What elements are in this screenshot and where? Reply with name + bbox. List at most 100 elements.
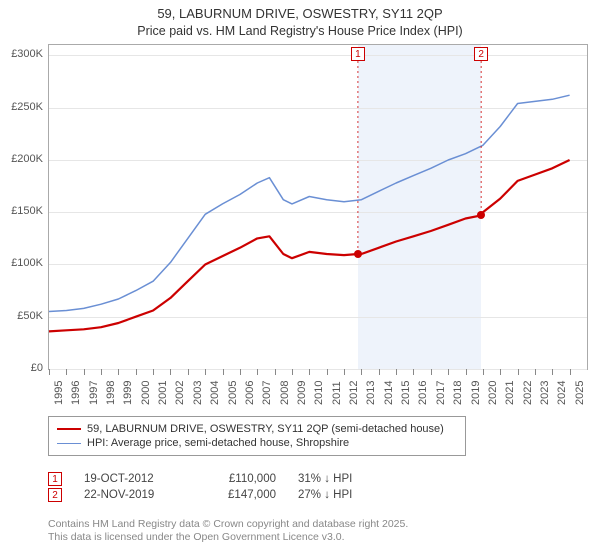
sale-marker-flag: 2 (474, 47, 488, 61)
sale-marker-flag: 1 (351, 47, 365, 61)
x-axis-label: 2007 (261, 381, 273, 405)
x-tick (413, 369, 414, 375)
y-axis-label: £250K (11, 101, 43, 113)
x-axis-label: 2016 (417, 381, 429, 405)
sale-date: 22-NOV-2019 (84, 489, 174, 501)
x-tick (379, 369, 380, 375)
x-axis-label: 2012 (348, 381, 360, 405)
x-tick (448, 369, 449, 375)
chart-container: 59, LABURNUM DRIVE, OSWESTRY, SY11 2QP P… (0, 0, 600, 560)
x-tick (205, 369, 206, 375)
x-axis-label: 2000 (140, 381, 152, 405)
x-axis-label: 1995 (53, 381, 65, 405)
y-axis-label: £200K (11, 153, 43, 165)
x-tick (153, 369, 154, 375)
x-tick (483, 369, 484, 375)
y-axis-label: £0 (31, 362, 43, 374)
x-axis-label: 2025 (574, 381, 586, 405)
x-tick (500, 369, 501, 375)
x-axis-label: 1999 (122, 381, 134, 405)
y-axis-label: £50K (17, 310, 43, 322)
series-price_paid (49, 160, 570, 331)
x-axis-label: 2004 (209, 381, 221, 405)
x-axis-label: 2020 (487, 381, 499, 405)
legend-label: 59, LABURNUM DRIVE, OSWESTRY, SY11 2QP (… (87, 423, 444, 435)
x-tick (431, 369, 432, 375)
title-line-1: 59, LABURNUM DRIVE, OSWESTRY, SY11 2QP (0, 6, 600, 23)
x-tick (570, 369, 571, 375)
x-tick (309, 369, 310, 375)
sale-marker-dot (354, 250, 362, 258)
x-tick (136, 369, 137, 375)
x-axis-label: 2005 (227, 381, 239, 405)
sale-date: 19-OCT-2012 (84, 473, 174, 485)
chart-lines (49, 45, 587, 369)
x-axis-label: 1998 (105, 381, 117, 405)
x-tick (257, 369, 258, 375)
x-axis-label: 2017 (435, 381, 447, 405)
sale-marker-box: 2 (48, 488, 62, 502)
x-tick (344, 369, 345, 375)
footer-note: Contains HM Land Registry data © Crown c… (48, 518, 588, 544)
footer-line-1: Contains HM Land Registry data © Crown c… (48, 518, 408, 530)
sale-table: 1 19-OCT-2012 £110,000 31% ↓ HPI 2 22-NO… (48, 470, 388, 504)
x-axis-label: 2021 (504, 381, 516, 405)
x-tick (552, 369, 553, 375)
x-axis-label: 2024 (556, 381, 568, 405)
x-tick (66, 369, 67, 375)
sale-price: £147,000 (196, 489, 276, 501)
chart-title: 59, LABURNUM DRIVE, OSWESTRY, SY11 2QP P… (0, 0, 600, 39)
x-tick (240, 369, 241, 375)
sale-delta: 31% ↓ HPI (298, 473, 388, 485)
x-axis-label: 2010 (313, 381, 325, 405)
x-tick (223, 369, 224, 375)
legend: 59, LABURNUM DRIVE, OSWESTRY, SY11 2QP (… (48, 416, 466, 456)
x-tick (327, 369, 328, 375)
x-tick (49, 369, 50, 375)
legend-swatch (57, 443, 81, 444)
x-axis-label: 2003 (192, 381, 204, 405)
x-axis-label: 2018 (452, 381, 464, 405)
x-axis-label: 2022 (522, 381, 534, 405)
x-tick (188, 369, 189, 375)
sale-price: £110,000 (196, 473, 276, 485)
y-axis-label: £150K (11, 205, 43, 217)
x-tick (275, 369, 276, 375)
x-axis-label: 2011 (331, 381, 343, 405)
plot-area: £0£50K£100K£150K£200K£250K£300K199519961… (48, 44, 588, 370)
x-axis-label: 2008 (279, 381, 291, 405)
x-axis-label: 2014 (383, 381, 395, 405)
sale-row: 2 22-NOV-2019 £147,000 27% ↓ HPI (48, 488, 388, 502)
sale-row: 1 19-OCT-2012 £110,000 31% ↓ HPI (48, 472, 388, 486)
x-axis-label: 2006 (244, 381, 256, 405)
x-axis-label: 2013 (365, 381, 377, 405)
x-tick (292, 369, 293, 375)
sale-delta: 27% ↓ HPI (298, 489, 388, 501)
x-axis-label: 2015 (400, 381, 412, 405)
x-tick (396, 369, 397, 375)
title-line-2: Price paid vs. HM Land Registry's House … (0, 23, 600, 39)
x-axis-label: 1997 (88, 381, 100, 405)
x-tick (84, 369, 85, 375)
gridline (49, 369, 587, 370)
sale-marker-box: 1 (48, 472, 62, 486)
x-tick (518, 369, 519, 375)
y-axis-label: £300K (11, 48, 43, 60)
x-axis-label: 2009 (296, 381, 308, 405)
series-hpi (49, 95, 570, 311)
y-axis-label: £100K (11, 257, 43, 269)
x-tick (118, 369, 119, 375)
x-axis-label: 2019 (470, 381, 482, 405)
x-tick (466, 369, 467, 375)
x-axis-label: 2001 (157, 381, 169, 405)
x-axis-label: 2002 (174, 381, 186, 405)
legend-label: HPI: Average price, semi-detached house,… (87, 437, 349, 449)
x-tick (361, 369, 362, 375)
x-axis-label: 1996 (70, 381, 82, 405)
x-tick (170, 369, 171, 375)
legend-swatch (57, 428, 81, 430)
legend-item-price-paid: 59, LABURNUM DRIVE, OSWESTRY, SY11 2QP (… (57, 423, 457, 435)
x-tick (535, 369, 536, 375)
legend-item-hpi: HPI: Average price, semi-detached house,… (57, 437, 457, 449)
x-axis-label: 2023 (539, 381, 551, 405)
